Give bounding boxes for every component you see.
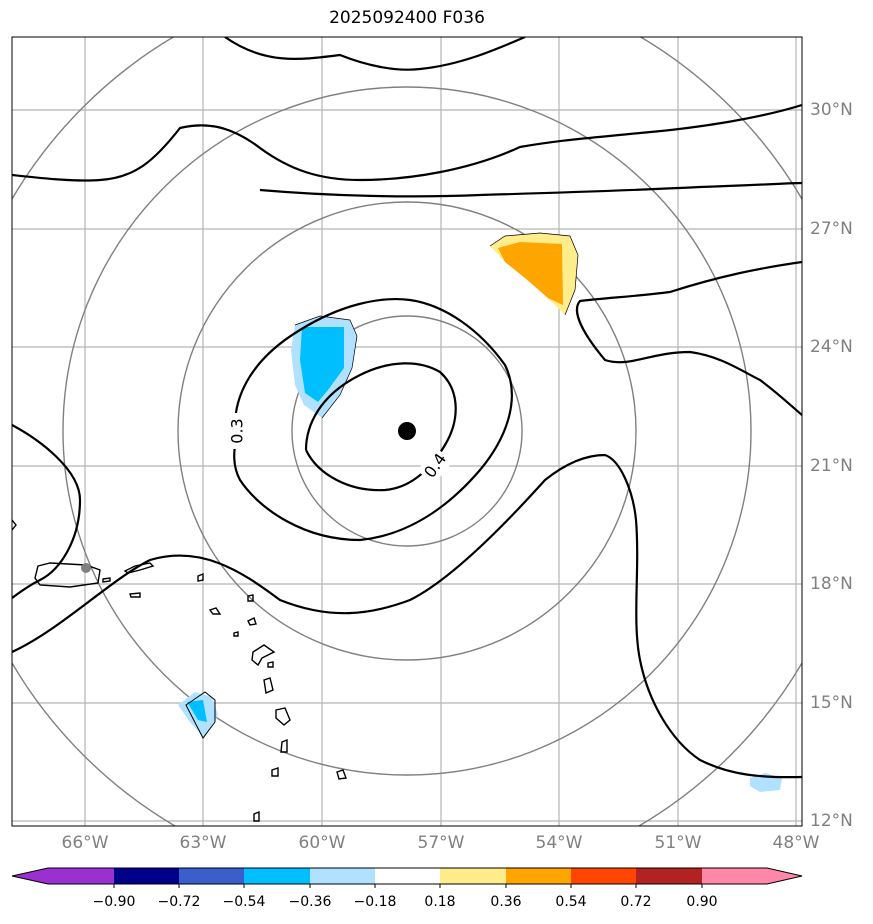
- colorbar: [11, 867, 803, 888]
- lon-tick-label: 66°W: [61, 833, 109, 853]
- contour-label-0-3: 0.3: [228, 418, 247, 443]
- puerto-rico: [34, 562, 101, 588]
- lon-tick-label: 57°W: [417, 833, 465, 853]
- plot-frame: [11, 36, 803, 827]
- colorbar-tick-label: −0.72: [157, 894, 201, 910]
- lat-tick-label: 18°N: [810, 574, 853, 594]
- strong-negative-anomaly-area: [300, 327, 344, 402]
- storm-center-marker: [398, 422, 416, 440]
- shaded-anomalies: [178, 232, 782, 792]
- island-guadeloupe-area: [185, 691, 216, 739]
- lon-tick-label: 51°W: [654, 833, 702, 853]
- range-rings: [12, 37, 802, 826]
- colorbar-tick-label: −0.54: [222, 894, 266, 910]
- lat-tick-label: 27°N: [810, 219, 853, 239]
- lon-tick-label: 48°W: [772, 833, 820, 853]
- colorbar-tick-label: 0.18: [424, 894, 456, 910]
- map-title: 2025092400 F036: [329, 8, 485, 28]
- contour-lines: [12, 37, 802, 779]
- graticule: [12, 37, 802, 826]
- lat-tick-label: 24°N: [810, 337, 853, 357]
- lat-tick-label: 15°N: [810, 693, 853, 713]
- colorbar-tick-label: 0.36: [490, 894, 522, 910]
- colorbar-tick-label: −0.18: [353, 894, 397, 910]
- lat-tick-label: 12°N: [810, 811, 853, 831]
- city-marker: [81, 563, 91, 573]
- colorbar-tick-label: 0.90: [686, 894, 718, 910]
- colorbar-tick-label: 0.72: [620, 894, 652, 910]
- lat-tick-label: 30°N: [810, 100, 853, 120]
- lon-tick-label: 54°W: [535, 833, 583, 853]
- colorbar-tick-label: −0.90: [92, 894, 136, 910]
- lon-tick-label: 60°W: [298, 833, 346, 853]
- coastlines: [12, 519, 347, 822]
- colorbar-tick-label: 0.54: [555, 894, 587, 910]
- lat-tick-label: 21°N: [810, 456, 853, 476]
- strong-positive-anomaly-area: [498, 242, 563, 305]
- lon-tick-label: 63°W: [179, 833, 227, 853]
- colorbar-tick-label: −0.36: [288, 894, 332, 910]
